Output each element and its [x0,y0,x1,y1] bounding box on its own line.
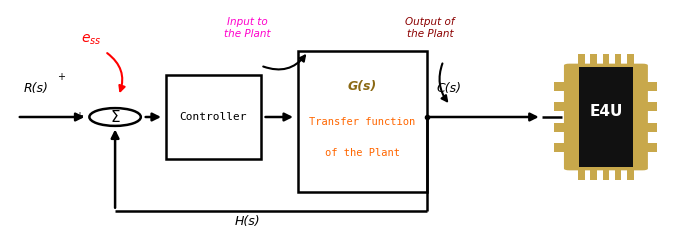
FancyBboxPatch shape [564,64,648,170]
Text: G(s): G(s) [347,80,377,93]
Text: R(s): R(s) [24,82,49,95]
Text: E4U: E4U [589,104,623,119]
Text: $e_{ss}$: $e_{ss}$ [81,33,102,47]
Text: Transfer function: Transfer function [309,117,415,127]
Text: Controller: Controller [179,112,247,122]
Text: Output of
the Plant: Output of the Plant [405,17,455,39]
Bar [590,168,597,180]
Bar [642,143,657,152]
Text: +: + [75,111,83,121]
Bar [578,168,585,180]
Bar [642,82,657,91]
Text: of the Plant: of the Plant [325,148,399,157]
Bar [590,54,597,66]
Bar [579,67,633,167]
Bar [554,82,569,91]
Bar [554,143,569,152]
Text: C(s): C(s) [437,82,462,95]
Bar [627,168,634,180]
Text: −: − [116,121,125,131]
Bar [642,102,657,111]
Text: H(s): H(s) [234,215,260,228]
Bar [166,75,261,159]
Text: $\Sigma$: $\Sigma$ [110,109,121,125]
Bar [578,54,585,66]
Bar [615,54,621,66]
Bar [627,54,634,66]
Bar [642,123,657,132]
Bar [603,168,609,180]
Text: +: + [57,72,65,82]
FancyArrowPatch shape [439,63,447,101]
Bar [298,51,427,192]
Bar [603,54,609,66]
FancyArrowPatch shape [263,55,305,69]
Bar [554,123,569,132]
Text: Input to
the Plant: Input to the Plant [224,17,270,39]
FancyArrowPatch shape [107,53,125,91]
Bar [554,102,569,111]
Bar [615,168,621,180]
